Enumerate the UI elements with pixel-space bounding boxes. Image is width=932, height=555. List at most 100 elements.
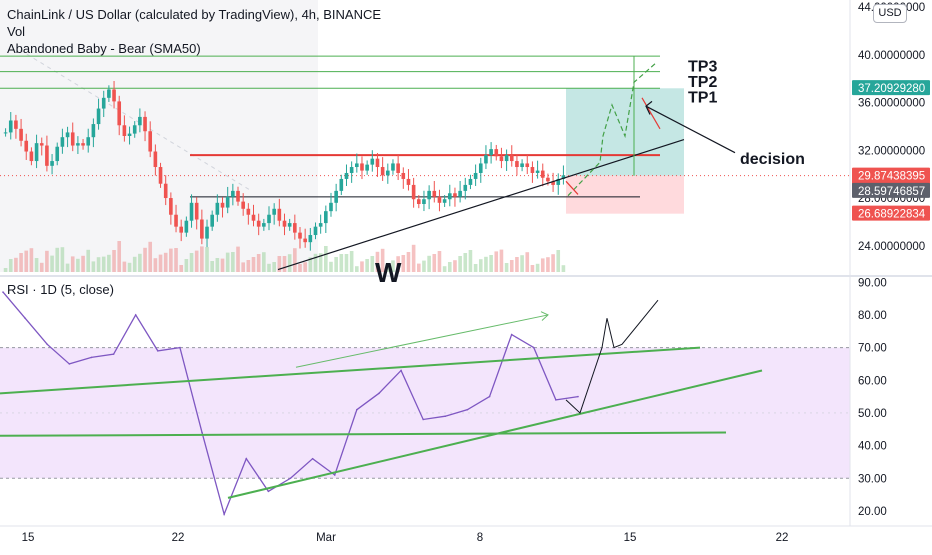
candle-body (169, 198, 173, 215)
candle-body (406, 178, 411, 185)
volume-bar (45, 250, 49, 272)
volume-bar (442, 266, 447, 272)
candle-body (468, 178, 473, 185)
rsi-thin-trendline (295, 314, 549, 368)
candle (39, 137, 44, 156)
volume-bar (19, 253, 23, 272)
volume-bar (422, 260, 426, 272)
volume-bar (411, 244, 416, 272)
candle-body (45, 145, 49, 166)
candle-body (411, 184, 416, 200)
time-tick-label: Mar (316, 532, 336, 544)
candle-body (385, 170, 390, 176)
candle-body (29, 151, 34, 162)
candle-body (153, 151, 158, 168)
candle (442, 195, 447, 207)
rsi-point (444, 415, 447, 418)
candle-body (334, 190, 338, 203)
rsi-point (466, 408, 469, 411)
currency-button[interactable]: USD (873, 4, 907, 23)
volume-bar (112, 250, 116, 272)
candle-body (535, 170, 540, 173)
rsi-point (223, 513, 225, 515)
price-tag-bg (852, 182, 930, 198)
volume-bar (308, 257, 313, 272)
candle (463, 177, 468, 200)
candle-body (329, 202, 333, 212)
volume-bar (303, 262, 307, 272)
candle-body (267, 214, 271, 224)
rsi-point (112, 353, 115, 355)
candle (478, 157, 483, 183)
rsi-tick-label: 40.00 (858, 441, 887, 453)
candle (169, 192, 173, 225)
rsi-point (422, 418, 424, 421)
candle-body (360, 163, 364, 171)
candle (551, 172, 555, 192)
candle (396, 154, 400, 181)
annotation-tp1: TP1 (688, 90, 717, 107)
rsi-point (24, 317, 26, 320)
candle (277, 198, 282, 227)
candle-body (530, 167, 535, 173)
price-tag-label: 37.20929280 (858, 83, 925, 95)
rsi-tick-label: 50.00 (858, 408, 887, 420)
candle-body (303, 238, 307, 243)
candle (60, 128, 65, 154)
candle-body (143, 116, 147, 132)
volume-bar (91, 261, 96, 272)
candle-body (437, 196, 442, 203)
volume-bar (138, 253, 142, 272)
price-tag-label: 26.68922834 (858, 209, 926, 221)
candle (91, 118, 96, 148)
rsi-tick-label: 20.00 (858, 506, 887, 518)
candle-body (484, 155, 488, 164)
volume-bar (556, 250, 561, 272)
candle-body (262, 223, 266, 227)
candle-body (174, 214, 178, 227)
volume-bar (179, 265, 184, 272)
volume-bar (122, 261, 127, 272)
candle (365, 160, 369, 175)
candle (380, 157, 385, 181)
candle-body (324, 211, 328, 224)
rsi-point (577, 395, 579, 398)
candle (231, 183, 235, 206)
rsi-flat-line (0, 431, 727, 437)
candle (163, 175, 168, 206)
candle (437, 189, 442, 212)
bullish-projection (567, 61, 658, 197)
candle (406, 169, 411, 191)
volume-bar (520, 255, 524, 272)
rsi-point (134, 314, 137, 316)
rsi-thin-arrowhead (540, 311, 549, 321)
rsi-point (378, 392, 380, 395)
volume-bar (349, 251, 354, 272)
price-tag-bg (852, 80, 930, 96)
candle (81, 138, 85, 150)
volume-bar (380, 248, 385, 272)
candle-body (494, 149, 499, 157)
candle-body (14, 120, 18, 129)
volume-bar (267, 263, 271, 272)
candle-body (39, 143, 44, 146)
volume-bar (189, 253, 194, 272)
candle (138, 108, 142, 133)
candle (132, 121, 137, 138)
time-tick-label: 15 (22, 532, 35, 544)
volume-bar (70, 256, 75, 272)
rsi-point (333, 474, 336, 476)
candle-body (215, 202, 220, 215)
candle-body (318, 223, 323, 227)
rsi-resistance-line (0, 346, 701, 395)
candle (416, 195, 421, 209)
candle-body (65, 132, 70, 138)
candle (174, 204, 178, 233)
candle (385, 163, 390, 184)
candle-body (101, 97, 106, 109)
candle (282, 213, 287, 236)
candle-body (540, 170, 545, 178)
rsi-point (289, 477, 292, 480)
